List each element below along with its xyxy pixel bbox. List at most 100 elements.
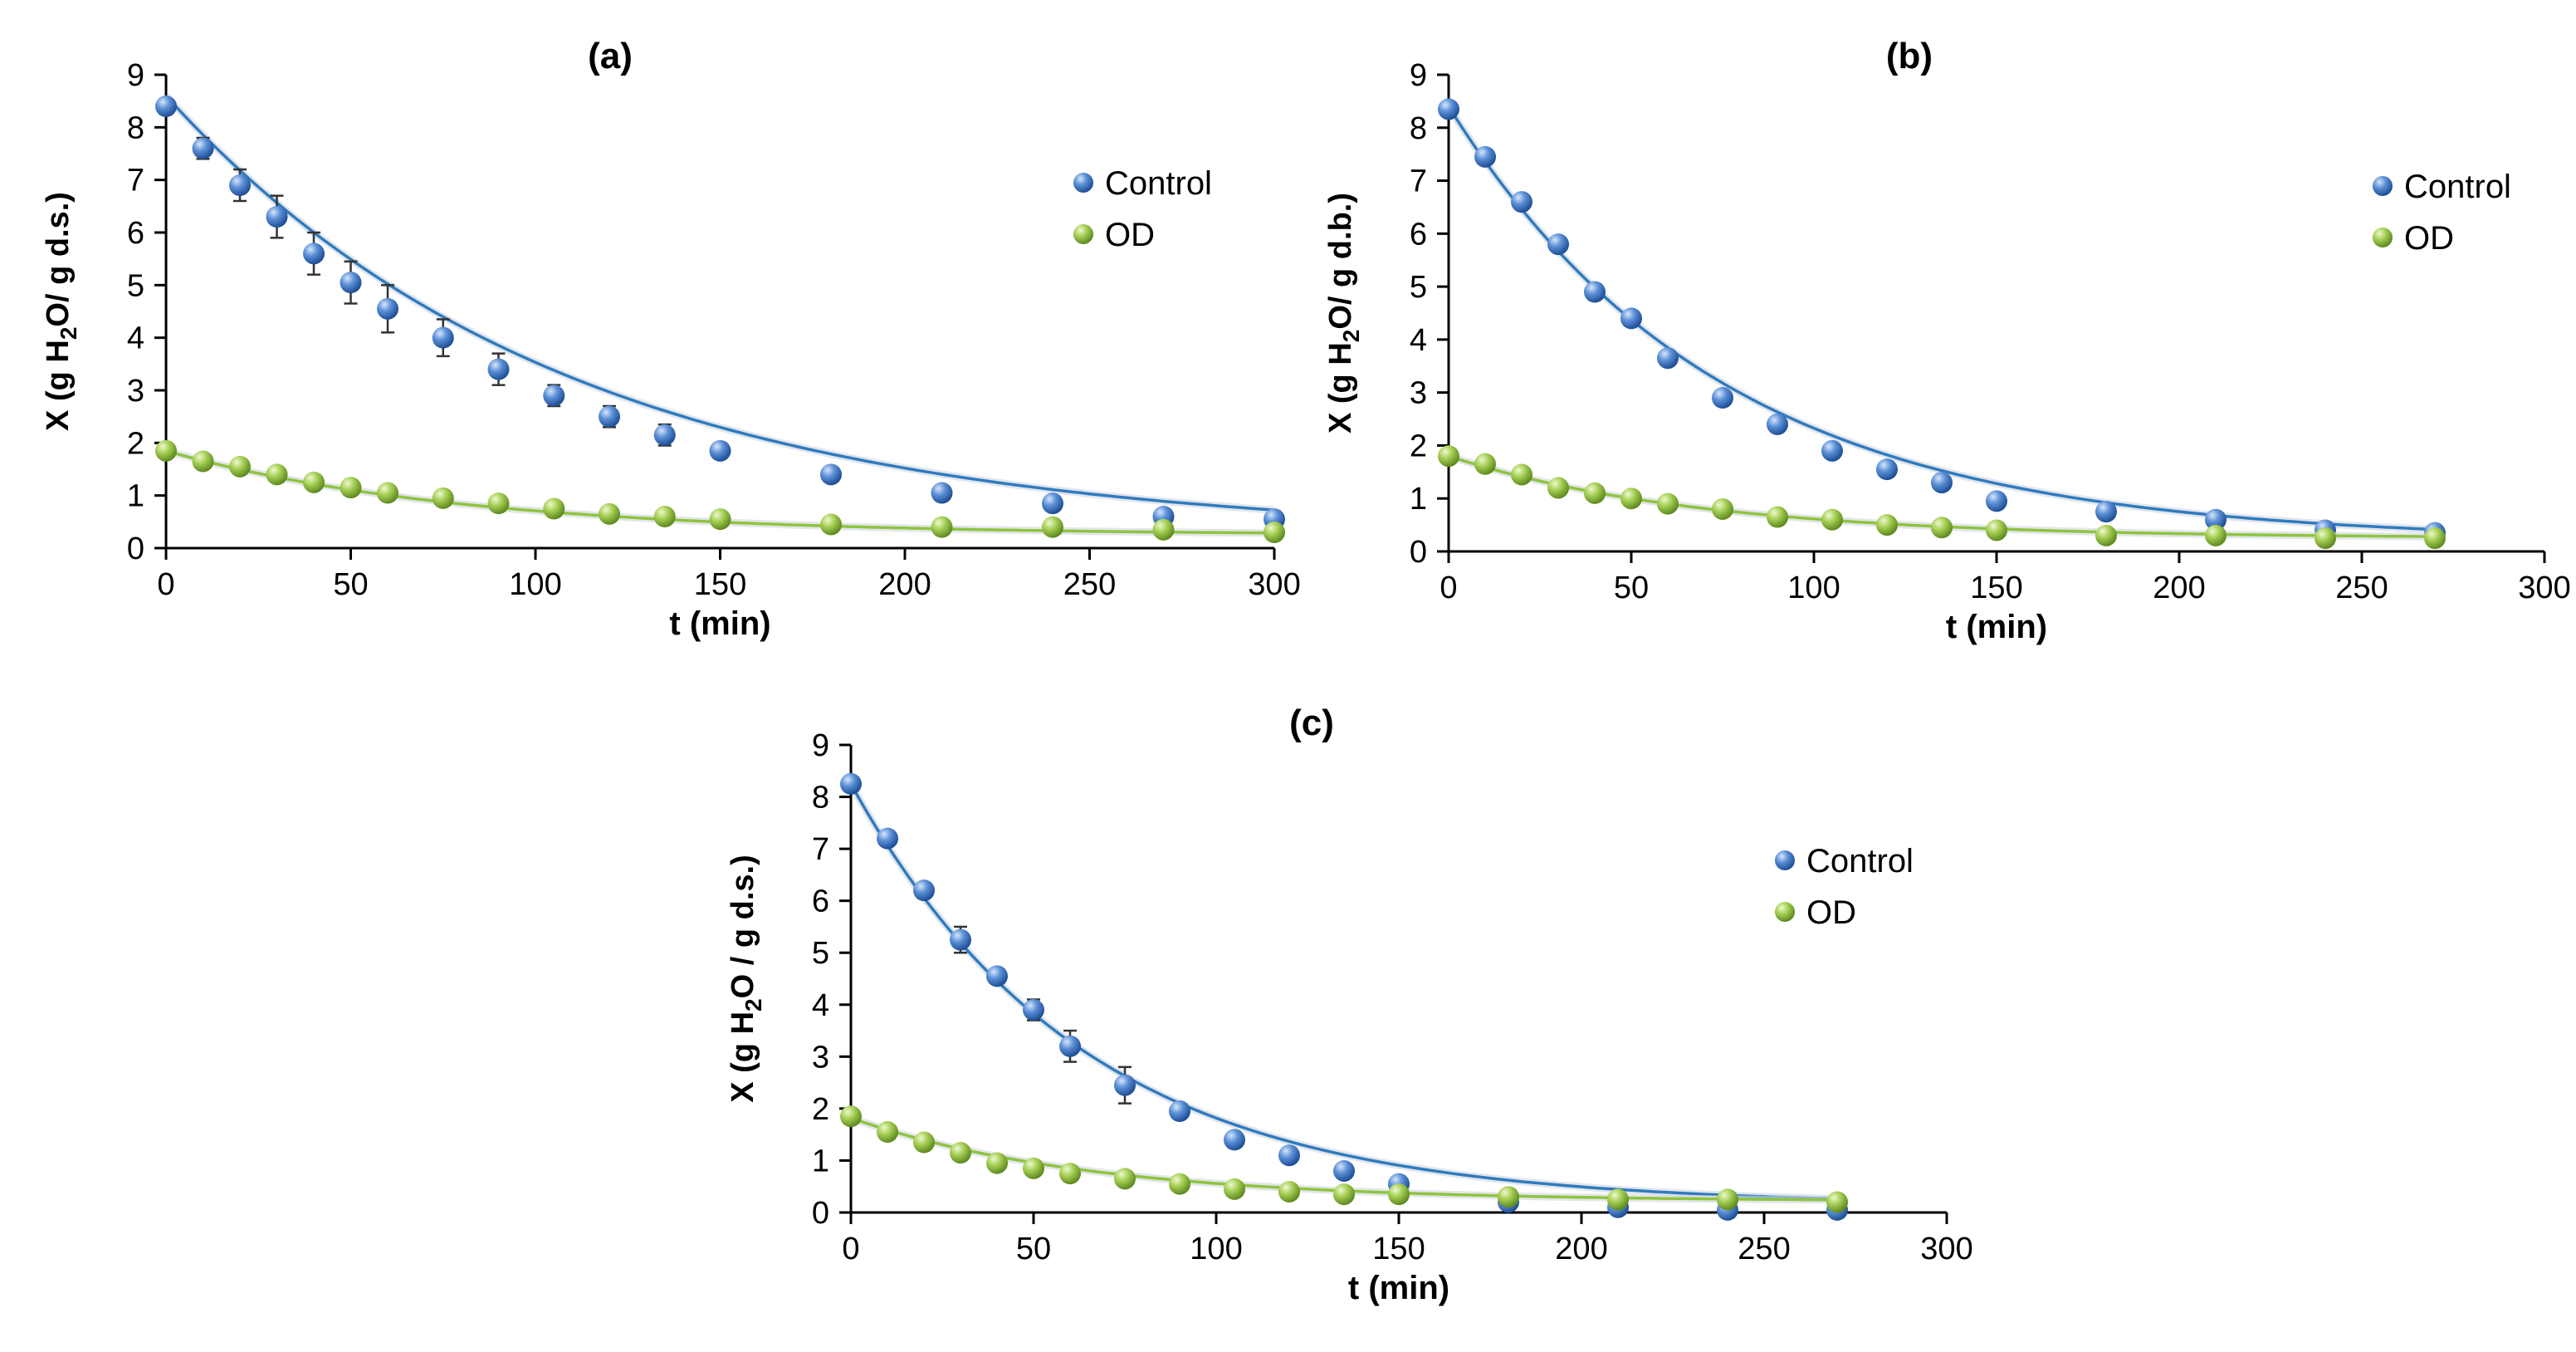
- x-tick-label: 50: [333, 567, 368, 602]
- data-point: [1333, 1159, 1355, 1182]
- data-point: [487, 358, 510, 380]
- y-tick-label: 9: [812, 728, 829, 763]
- x-tick-label: 150: [1372, 1232, 1425, 1266]
- fit-curve: [164, 95, 1275, 512]
- data-point: [1584, 281, 1606, 303]
- data-point: [1042, 516, 1063, 538]
- x-tick-label: 50: [1016, 1232, 1051, 1266]
- chart-panel-a: (a) 0 50 100 150 200 250 300 0 1 2 3 4 5 6 7 8 9 t (min) X …: [41, 36, 1301, 642]
- data-point: [1224, 1178, 1245, 1200]
- data-point: [1438, 98, 1459, 120]
- data-point: [303, 471, 325, 493]
- legend-label: Control: [1105, 165, 1212, 202]
- y-tick-label: 5: [127, 268, 144, 303]
- data-point: [1986, 490, 2007, 512]
- data-point: [377, 297, 398, 320]
- data-point: [877, 1121, 898, 1144]
- data-point: [1169, 1100, 1190, 1123]
- data-point: [340, 272, 362, 294]
- x-tick-label: 300: [1920, 1232, 1972, 1266]
- data-point: [1712, 497, 1733, 520]
- y-tick-label: 4: [1410, 323, 1427, 358]
- y-tick-label: 1: [812, 1144, 829, 1178]
- y-tick-label: 7: [812, 832, 829, 867]
- y-tick-label: 8: [1410, 111, 1427, 146]
- data-point: [543, 385, 565, 407]
- legend-label: OD: [2404, 220, 2454, 257]
- x-tick-label: 100: [1190, 1232, 1242, 1266]
- y-axis-label-suffix: O/ g d.b.): [1323, 193, 1358, 330]
- x-tick-label: 0: [157, 567, 174, 602]
- data-point: [2424, 527, 2446, 550]
- data-point: [1607, 1188, 1629, 1211]
- data-point: [1767, 413, 1788, 435]
- data-point: [1620, 487, 1642, 510]
- data-point: [303, 242, 325, 265]
- data-point: [1059, 1035, 1081, 1057]
- chart-title: (a): [588, 36, 633, 76]
- data-point: [1547, 477, 1569, 499]
- chart-panel-b: (b) 0 50 100 150 200 250 300 0 1 2 3 4 5 6 7 8 9 t (min) X …: [1323, 36, 2571, 645]
- y-tick-label: 3: [127, 374, 144, 409]
- data-point: [2205, 508, 2227, 531]
- y-axis-label-prefix: X (g H: [726, 1012, 760, 1103]
- y-tick-label: 0: [812, 1196, 829, 1231]
- x-tick-label: 200: [2153, 571, 2205, 605]
- x-tick-label: 150: [1970, 571, 2022, 605]
- y-axis-label-subscript: 2: [1338, 330, 1364, 343]
- data-point: [1023, 999, 1044, 1021]
- y-tick-label: 7: [127, 164, 144, 198]
- series-od: [840, 1105, 1848, 1213]
- x-axis-label: t (min): [1946, 609, 2047, 645]
- y-tick-label: 6: [127, 216, 144, 251]
- data-point: [653, 506, 676, 527]
- data-point: [1876, 458, 1898, 481]
- y-axis-label-subscript: 2: [741, 998, 766, 1012]
- data-point: [266, 463, 288, 486]
- legend-marker: [1775, 902, 1795, 922]
- data-point: [950, 928, 971, 951]
- data-point: [1023, 1157, 1044, 1179]
- data-point: [266, 206, 288, 228]
- legend-marker: [1073, 173, 1093, 193]
- fit-curve-shadow: [848, 781, 1838, 1203]
- x-tick-label: 100: [509, 567, 561, 602]
- y-tick-label: 2: [1410, 429, 1427, 463]
- data-point: [1333, 1183, 1355, 1206]
- data-point: [599, 405, 620, 428]
- y-axis-label: X (g H2O/ g d.b.): [1323, 193, 1364, 434]
- data-point: [913, 1131, 935, 1154]
- y-tick-label: 5: [812, 936, 829, 971]
- y-axis-label-suffix: O / g d.s.): [726, 855, 760, 998]
- data-point: [840, 772, 862, 795]
- x-axis-label: t (min): [1348, 1270, 1449, 1306]
- data-point: [1821, 439, 1843, 462]
- data-point: [931, 516, 953, 538]
- data-point: [2095, 524, 2117, 546]
- data-point: [931, 482, 953, 504]
- y-axis-label: X (g H2O/ g d.s.): [41, 192, 81, 431]
- y-axis-label-suffix: O/ g d.s.): [41, 192, 76, 327]
- data-point: [840, 1105, 862, 1128]
- chart-panel-c: (c) 0 50 100 150 200 250 300 0 1 2 3 4 5 6 7 8 9 t (min) X …: [726, 703, 1973, 1306]
- data-point: [1474, 145, 1496, 168]
- y-axis-label-subscript: 2: [56, 327, 81, 340]
- x-tick-label: 50: [1614, 571, 1649, 605]
- y-tick-label: 5: [1410, 270, 1427, 305]
- data-point: [1547, 233, 1569, 256]
- data-point: [1826, 1191, 1848, 1213]
- data-point: [1986, 519, 2007, 541]
- data-point: [2205, 524, 2227, 546]
- data-point: [1498, 1186, 1519, 1208]
- x-tick-label: 200: [878, 567, 931, 602]
- data-point: [986, 965, 1008, 987]
- data-point: [1821, 508, 1843, 531]
- legend-marker: [1073, 224, 1093, 244]
- data-point: [653, 424, 676, 446]
- y-axis-label-prefix: X (g H: [41, 340, 76, 431]
- x-tick-label: 250: [1063, 567, 1116, 602]
- data-point: [1438, 445, 1459, 468]
- data-point: [1876, 514, 1898, 536]
- data-point: [432, 487, 454, 509]
- data-point: [599, 502, 620, 525]
